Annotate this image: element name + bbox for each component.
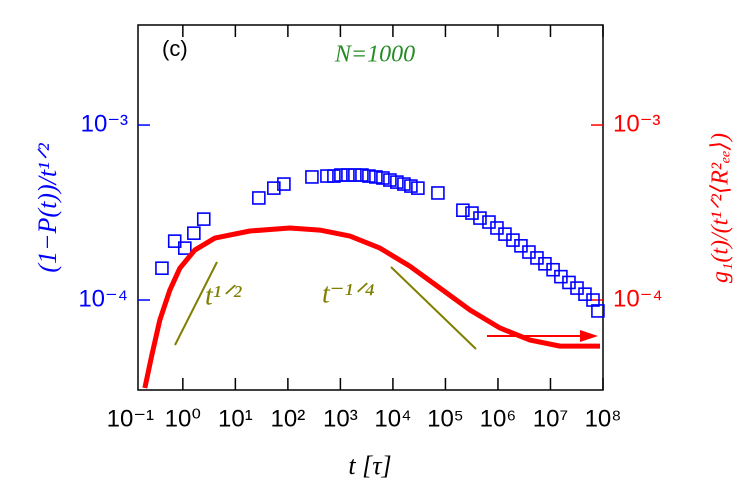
point	[362, 169, 376, 183]
plot-frame	[137, 24, 604, 391]
y2-tick-label: 10⁻³	[613, 110, 660, 137]
y-tick-label: 10⁻³	[81, 110, 128, 137]
arrow	[487, 330, 598, 342]
point	[320, 169, 334, 183]
guide-line	[390, 266, 477, 350]
line	[142, 225, 601, 389]
point	[327, 169, 341, 183]
x-axis-label: t [τ]	[348, 451, 391, 480]
point	[348, 168, 362, 182]
point	[355, 168, 369, 182]
chart-title: N=1000	[334, 42, 415, 68]
point	[187, 226, 201, 240]
x-tick-label: 10⁰	[165, 405, 201, 432]
point	[404, 179, 418, 193]
point	[383, 173, 397, 187]
point	[334, 168, 348, 182]
point	[411, 181, 425, 195]
guide-line	[174, 261, 218, 346]
point	[267, 181, 281, 195]
x-tick-label: 10⁻¹	[107, 405, 154, 432]
point	[456, 203, 470, 218]
point	[431, 186, 445, 200]
arrow-head	[580, 330, 598, 342]
point	[252, 191, 266, 205]
point	[586, 293, 600, 307]
point	[196, 212, 211, 226]
point	[178, 241, 192, 255]
x-tick-label: 10⁷	[533, 405, 568, 432]
y-axis-label: (1−P(t))/t¹ᐟ²	[33, 142, 62, 273]
point	[591, 304, 605, 318]
point	[376, 171, 390, 185]
x-tick-label: 10⁶	[480, 405, 517, 432]
point	[369, 170, 383, 184]
x-tick-label: 10⁵	[427, 405, 464, 432]
point	[546, 262, 560, 277]
point	[473, 211, 487, 225]
panel-label: (c)	[162, 36, 188, 61]
x-tick-label: 10²	[271, 405, 306, 432]
y2-axis-label: g₁(t)/(t¹ᐟ²⟨R²ₑₑ⟩)	[708, 133, 734, 283]
x-tick-label: 10⁴	[374, 405, 411, 432]
point	[305, 170, 319, 184]
point	[155, 261, 169, 275]
point	[465, 206, 479, 220]
x-tick-label: 10⁸	[585, 405, 622, 432]
annotation: t¹ᐟ²	[205, 280, 242, 311]
point	[277, 177, 291, 191]
point	[167, 234, 182, 248]
y2-tick-label: 10⁻⁴	[613, 285, 663, 312]
point	[341, 168, 355, 182]
x-tick-label: 10³	[323, 405, 358, 432]
x-tick-label: 10¹	[218, 405, 253, 432]
annotation: t⁻¹ᐟ⁴	[322, 278, 375, 309]
point	[390, 175, 404, 189]
point	[397, 177, 411, 191]
y-tick-label: 10⁻⁴	[78, 285, 128, 312]
